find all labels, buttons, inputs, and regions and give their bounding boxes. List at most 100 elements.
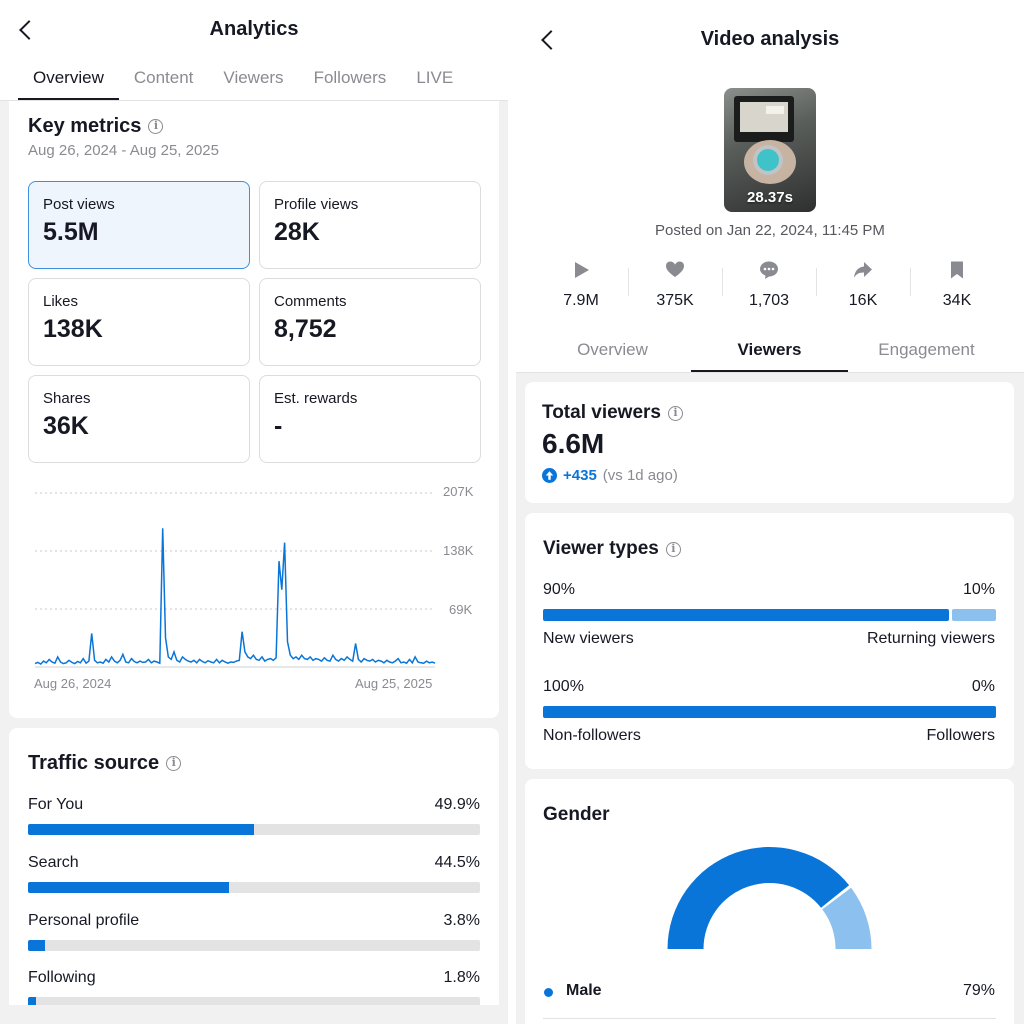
info-icon[interactable]: i (667, 405, 683, 421)
info-icon[interactable]: i (166, 756, 182, 771)
video-analysis-panel: Video analysis 28.37s Posted on Jan 22, … (516, 0, 1024, 1024)
page-title: Analytics (209, 18, 299, 40)
female-arc (822, 887, 872, 949)
viewer-types-card: Viewer types i 90% 10% New viewers Retur… (525, 513, 1014, 769)
video-tabs: Overview Viewers Engagement (534, 328, 1005, 372)
returning-viewers-segment (951, 609, 996, 621)
metric-profile-views[interactable]: Profile views 28K (259, 181, 481, 269)
tab-viewers[interactable]: Viewers (691, 328, 848, 372)
stat-separator (722, 268, 723, 296)
info-icon[interactable]: i (665, 541, 681, 557)
arrow-up-circle-icon (542, 468, 557, 483)
traffic-label: For You (28, 796, 84, 813)
traffic-row-personal-profile[interactable]: Personal profile 3.8% (28, 912, 480, 957)
tab-overview[interactable]: Overview (577, 340, 648, 359)
posted-date: Posted on Jan 22, 2024, 11:45 PM (655, 222, 885, 239)
gender-title: Gender (543, 804, 610, 825)
stat-separator (628, 268, 629, 296)
non-followers-label: Non-followers (543, 727, 641, 744)
traffic-percent: 44.5% (434, 854, 480, 871)
gender-card: Gender Male 79% (525, 779, 1014, 1024)
traffic-label: Personal profile (28, 912, 140, 929)
stat-value: 7.9M (563, 292, 599, 309)
metric-label: Shares (43, 390, 91, 407)
x-tick-label-start: Aug 26, 2024 (34, 676, 112, 691)
video-thumbnail[interactable]: 28.37s (724, 88, 816, 212)
traffic-bar-fill (28, 940, 46, 951)
viewer-type-bar (543, 609, 996, 621)
metric-value: 36K (43, 412, 89, 440)
tab-live[interactable]: LIVE (416, 68, 454, 87)
traffic-source-title: Traffic source (28, 752, 160, 774)
viewer-types-title: Viewer types (543, 538, 659, 559)
list-divider (543, 1018, 996, 1019)
traffic-percent: 49.9% (434, 796, 480, 813)
video-analysis-header: Video analysis 28.37s Posted on Jan 22, … (516, 0, 1024, 373)
non-followers-segment (543, 706, 996, 718)
traffic-row-for-you[interactable]: For You 49.9% (28, 796, 480, 841)
traffic-bar-fill (28, 882, 230, 893)
metric-est-rewards[interactable]: Est. rewards - (259, 375, 481, 463)
heart-icon (666, 261, 684, 277)
tab-engagement[interactable]: Engagement (878, 340, 975, 359)
total-viewers-heading: Total viewers i (542, 402, 683, 424)
tab-viewers[interactable]: Viewers (223, 68, 284, 87)
traffic-row-following[interactable]: Following 1.8% (28, 969, 480, 1014)
stat-separator (816, 268, 817, 296)
metric-label: Likes (43, 293, 79, 310)
metric-value: 138K (43, 315, 103, 343)
metric-label: Comments (274, 293, 347, 310)
metric-post-views[interactable]: Post views 5.5M (28, 181, 250, 269)
panel-divider (508, 0, 516, 1024)
tab-overview[interactable]: Overview (18, 58, 119, 100)
analytics-header: Analytics Overview Content Viewers Follo… (0, 0, 508, 101)
followers-percent: 0% (971, 678, 995, 695)
play-icon (575, 262, 589, 278)
comment-icon (760, 261, 778, 279)
info-icon[interactable]: i (148, 119, 164, 134)
metric-value: 5.5M (43, 218, 99, 246)
tab-followers[interactable]: Followers (313, 68, 387, 87)
returning-viewers-percent: 10% (962, 581, 995, 598)
bottom-mask (0, 1005, 508, 1024)
traffic-label: Search (28, 854, 79, 871)
metric-value: 28K (274, 218, 320, 246)
male-label: Male (566, 982, 602, 999)
total-viewers-delta: +435 (vs 1d ago) (542, 467, 678, 484)
total-viewers-card: Total viewers i 6.6M +435 (vs 1d ago) (525, 382, 1014, 503)
analytics-panel: Analytics Overview Content Viewers Follo… (0, 0, 508, 1024)
stat-value: 375K (656, 292, 694, 309)
new-viewers-percent: 90% (543, 581, 576, 598)
metric-likes[interactable]: Likes 138K (28, 278, 250, 366)
traffic-bar-track (28, 940, 480, 951)
returning-viewers-label: Returning viewers (866, 630, 995, 647)
gender-donut-chart (667, 846, 872, 949)
traffic-bar-track (28, 997, 480, 1008)
traffic-label: Following (28, 969, 96, 986)
traffic-bar-track (28, 882, 480, 893)
metric-label: Est. rewards (274, 390, 358, 407)
share-icon (854, 262, 872, 278)
metric-comments[interactable]: Comments 8,752 (259, 278, 481, 366)
traffic-bar-track (28, 824, 480, 835)
stat-value: 34K (942, 292, 972, 309)
new-viewers-segment (543, 609, 949, 621)
traffic-bar-fill (28, 997, 37, 1008)
male-arc (667, 846, 850, 949)
analytics-tabs: Overview Content Viewers Followers LIVE (18, 58, 468, 100)
traffic-source-heading: Traffic source i (28, 752, 182, 775)
metric-label: Profile views (274, 196, 359, 213)
metric-label: Post views (43, 196, 115, 213)
tab-content[interactable]: Content (133, 68, 194, 87)
views-line-chart (34, 492, 436, 668)
key-metrics-title: Key metrics (28, 115, 142, 137)
traffic-row-search[interactable]: Search 44.5% (28, 854, 480, 899)
metric-shares[interactable]: Shares 36K (28, 375, 250, 463)
followers-label: Followers (926, 727, 995, 744)
date-range: Aug 26, 2024 - Aug 25, 2025 (28, 142, 219, 159)
total-viewers-title: Total viewers (542, 402, 661, 423)
viewer-types-heading: Viewer types i (543, 538, 681, 560)
total-viewers-value: 6.6M (542, 428, 605, 459)
delta-value: +435 (563, 467, 597, 484)
male-legend-dot (544, 988, 553, 997)
